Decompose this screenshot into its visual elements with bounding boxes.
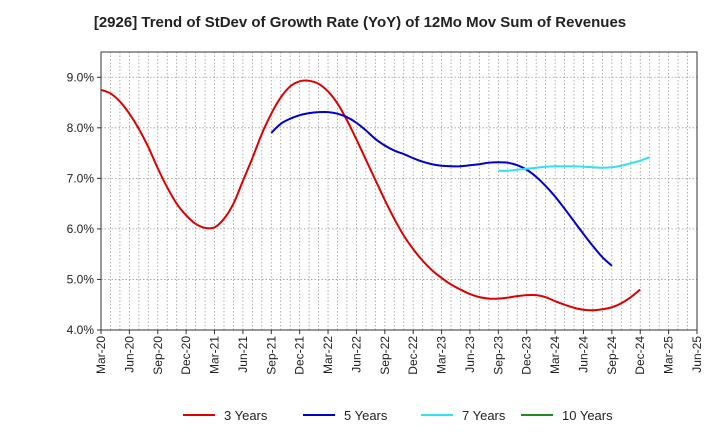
series-line-7-years [498, 156, 651, 172]
x-tick-label: Mar-25 [662, 336, 676, 374]
x-tick-label: Dec-23 [520, 336, 534, 375]
x-tick-label: Sep-23 [491, 336, 505, 375]
chart-title: [2926] Trend of StDev of Growth Rate (Yo… [93, 14, 627, 31]
x-tick-label: Jun-23 [463, 336, 477, 373]
x-tick-label: Jun-25 [690, 336, 704, 373]
series-layer [100, 79, 651, 312]
x-tick-label: Dec-21 [293, 336, 307, 375]
x-tick-label: Sep-24 [605, 336, 619, 375]
x-tick-label: Dec-22 [406, 336, 420, 375]
x-tick-label: Mar-21 [208, 336, 222, 374]
x-tick-label: Mar-20 [94, 336, 108, 374]
plot-area [101, 52, 697, 330]
series-line-5-years [270, 110, 613, 267]
y-tick-label: 6.0% [67, 222, 95, 236]
x-axis: Mar-20 Jun-20 Sep-20 Dec-20 Mar-21 Jun-21 Sep-… [94, 330, 704, 375]
legend: 3 Years 5 Years 7 Years 10 Years [183, 408, 613, 423]
y-tick-label: 5.0% [67, 272, 95, 286]
y-tick-label: 8.0% [67, 121, 95, 135]
y-tick-label: 9.0% [67, 70, 95, 84]
series-line-3-years [100, 79, 641, 312]
legend-label-5-years: 5 Years [344, 408, 388, 423]
y-tick-label: 4.0% [67, 323, 95, 337]
x-tick-label: Jun-20 [122, 336, 136, 373]
x-tick-label: Sep-20 [151, 336, 165, 375]
x-tick-label: Mar-24 [548, 336, 562, 374]
x-tick-label: Jun-21 [236, 336, 250, 373]
x-tick-label: Sep-21 [264, 336, 278, 375]
x-tick-label: Mar-23 [435, 336, 449, 374]
y-tick-label: 7.0% [67, 171, 95, 185]
x-tick-label: Mar-22 [321, 336, 335, 374]
x-tick-label: Jun-24 [576, 336, 590, 373]
x-tick-label: Jun-22 [349, 336, 363, 373]
y-axis: 4.0% 5.0% 6.0% 7.0% 8.0% 9.0% [67, 70, 101, 337]
x-tick-label: Dec-24 [633, 336, 647, 375]
x-tick-label: Sep-22 [378, 336, 392, 375]
legend-label-3-years: 3 Years [224, 408, 268, 423]
legend-label-10-years: 10 Years [562, 408, 613, 423]
x-tick-label: Dec-20 [179, 336, 193, 375]
legend-label-7-years: 7 Years [462, 408, 506, 423]
plot-border [100, 51, 698, 331]
